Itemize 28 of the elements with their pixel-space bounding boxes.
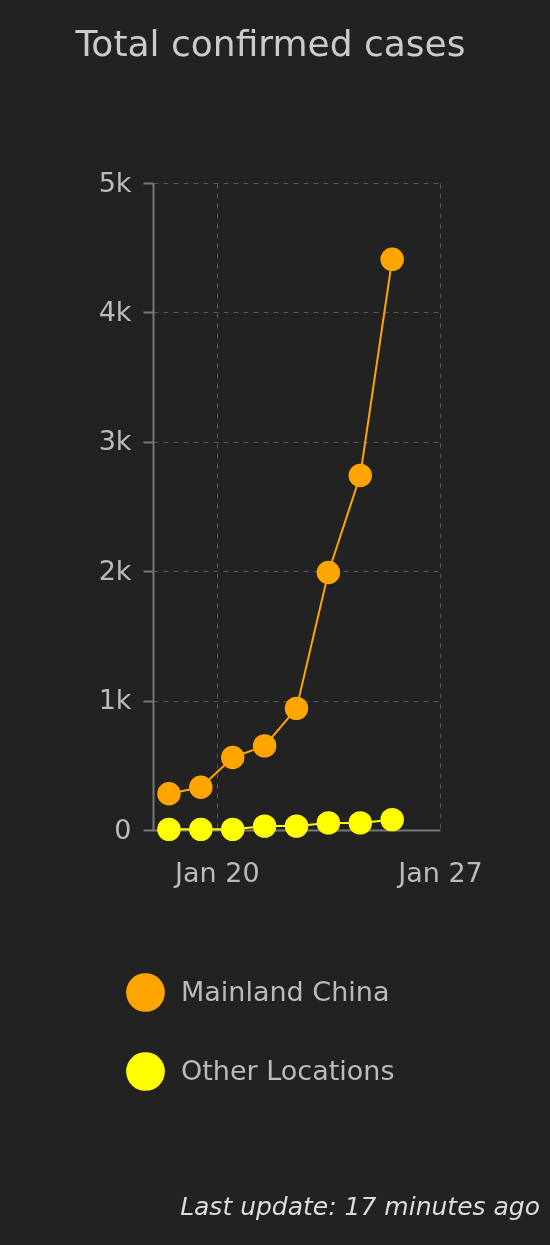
- point: [252, 734, 277, 758]
- y-tick-label: 1k: [98, 684, 132, 716]
- legend-label: Mainland China: [181, 975, 390, 1007]
- y-tick-label: 5k: [98, 166, 132, 198]
- x-tick-label: Jan 20: [173, 856, 260, 888]
- point: [284, 696, 309, 721]
- y-tick-label: 0: [114, 813, 132, 845]
- point: [221, 817, 245, 842]
- point: [189, 775, 213, 799]
- y-tick-label: 3k: [98, 425, 132, 457]
- point: [157, 782, 181, 806]
- y-tick-label: 2k: [98, 554, 132, 586]
- legend-label: Other Locations: [181, 1054, 395, 1086]
- chart-title: Total confirmed cases: [74, 23, 466, 64]
- point: [252, 814, 277, 838]
- y-tick-label: 4k: [98, 295, 132, 327]
- point: [157, 817, 181, 842]
- point: [316, 560, 341, 585]
- point: [380, 807, 404, 832]
- x-tick-label: Jan 27: [396, 856, 483, 888]
- point: [348, 463, 372, 488]
- point: [221, 745, 245, 770]
- point: [284, 814, 309, 838]
- point: [348, 811, 372, 835]
- point: [380, 247, 404, 272]
- point: [189, 817, 213, 842]
- text: Last update: 17 minutes ago: [180, 1192, 540, 1221]
- point: [316, 811, 341, 835]
